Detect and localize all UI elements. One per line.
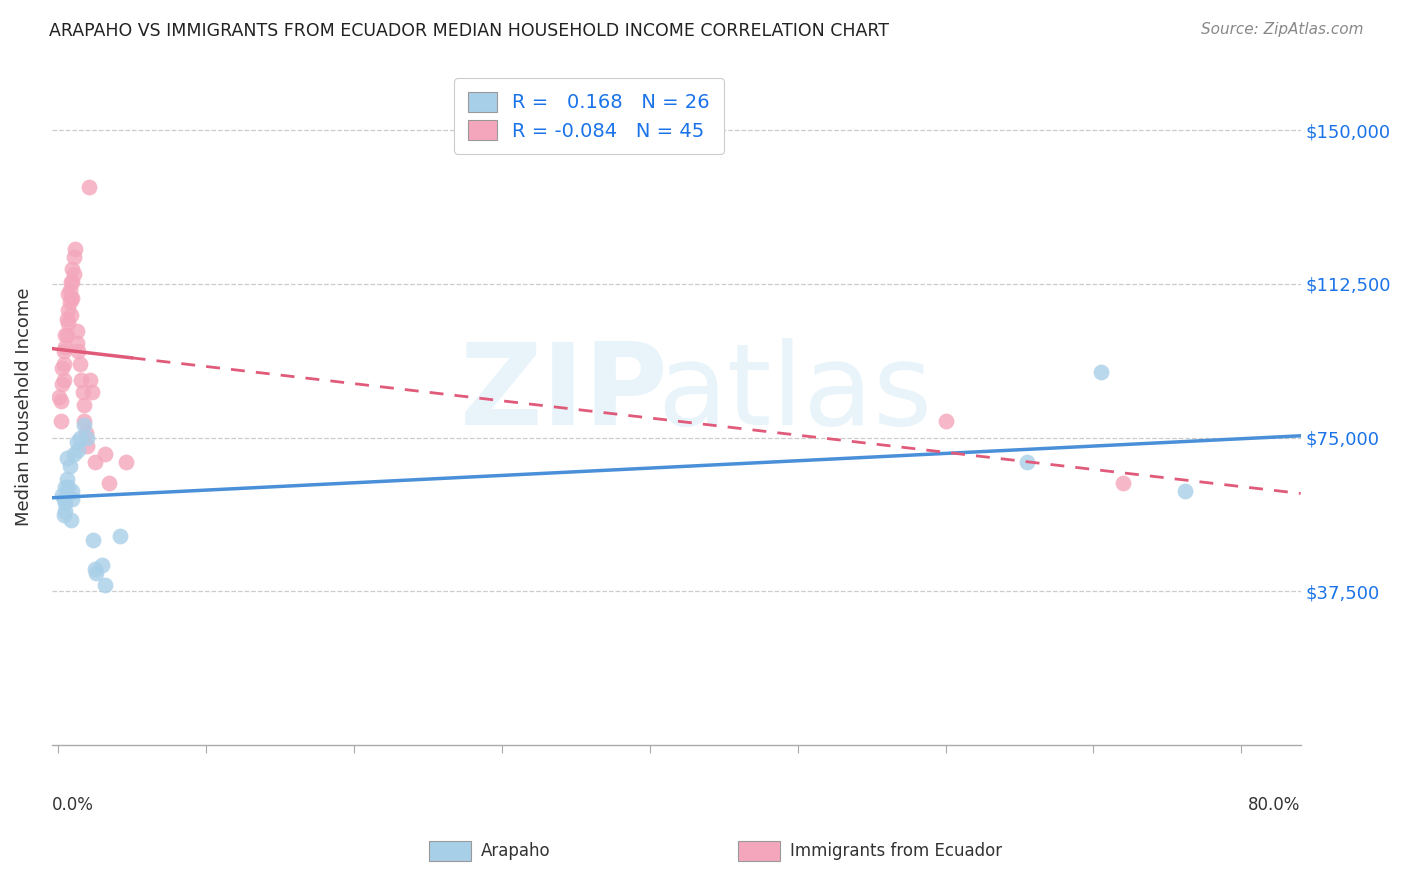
- Point: [66, 336, 89, 351]
- Point: [53, 480, 76, 494]
- Point: [55, 328, 77, 343]
- Point: [51, 360, 73, 375]
- Point: [55, 311, 77, 326]
- Point: [77, 180, 100, 194]
- Point: [75, 426, 97, 441]
- Text: Source: ZipAtlas.com: Source: ZipAtlas.com: [1201, 22, 1364, 37]
- Point: [48, 390, 70, 404]
- Point: [69, 357, 91, 371]
- Point: [56, 316, 79, 330]
- Text: ARAPAHO VS IMMIGRANTS FROM ECUADOR MEDIAN HOUSEHOLD INCOME CORRELATION CHART: ARAPAHO VS IMMIGRANTS FROM ECUADOR MEDIA…: [49, 22, 889, 40]
- Point: [51, 488, 73, 502]
- Point: [67, 344, 90, 359]
- Point: [62, 262, 84, 277]
- Point: [70, 373, 93, 387]
- Y-axis label: Median Household Income: Median Household Income: [15, 287, 32, 526]
- Point: [67, 442, 90, 457]
- Point: [51, 377, 73, 392]
- Point: [1090, 365, 1112, 379]
- Point: [114, 455, 136, 469]
- Point: [52, 357, 75, 371]
- Point: [66, 434, 89, 449]
- Point: [62, 483, 84, 498]
- Point: [82, 533, 104, 547]
- Point: [55, 450, 77, 465]
- Point: [73, 398, 96, 412]
- Point: [76, 431, 98, 445]
- Point: [59, 275, 82, 289]
- Point: [53, 496, 76, 510]
- Point: [79, 373, 101, 387]
- Text: Immigrants from Ecuador: Immigrants from Ecuador: [790, 842, 1002, 860]
- Point: [52, 508, 75, 523]
- Text: Arapaho: Arapaho: [481, 842, 551, 860]
- Point: [83, 455, 105, 469]
- Point: [52, 373, 75, 387]
- Point: [62, 491, 84, 506]
- Text: ZIP: ZIP: [460, 338, 668, 449]
- Point: [108, 529, 131, 543]
- Point: [59, 308, 82, 322]
- Text: 0.0%: 0.0%: [52, 796, 94, 814]
- Point: [49, 414, 72, 428]
- Point: [83, 562, 105, 576]
- Point: [62, 275, 84, 289]
- Point: [53, 504, 76, 518]
- Point: [59, 512, 82, 526]
- Point: [1174, 483, 1197, 498]
- Point: [1015, 455, 1038, 469]
- Point: [56, 303, 79, 318]
- Point: [53, 340, 76, 354]
- Point: [91, 558, 114, 572]
- Point: [56, 287, 79, 301]
- Point: [49, 393, 72, 408]
- Point: [63, 267, 86, 281]
- Point: [66, 324, 89, 338]
- Point: [58, 459, 80, 474]
- Point: [934, 414, 956, 428]
- Point: [55, 471, 77, 485]
- Point: [80, 385, 103, 400]
- Point: [62, 291, 84, 305]
- Text: 80.0%: 80.0%: [1249, 796, 1301, 814]
- Point: [59, 291, 82, 305]
- Point: [65, 242, 87, 256]
- Point: [58, 295, 80, 310]
- Point: [63, 447, 86, 461]
- Point: [94, 578, 117, 592]
- Point: [1112, 475, 1135, 490]
- Point: [52, 344, 75, 359]
- Point: [69, 431, 91, 445]
- Text: atlas: atlas: [657, 338, 932, 449]
- Legend: R =   0.168   N = 26, R = -0.084   N = 45: R = 0.168 N = 26, R = -0.084 N = 45: [454, 78, 724, 154]
- Point: [76, 439, 98, 453]
- Point: [53, 328, 76, 343]
- Point: [84, 566, 107, 580]
- Point: [98, 475, 121, 490]
- Point: [58, 283, 80, 297]
- Point: [73, 418, 96, 433]
- Point: [56, 480, 79, 494]
- Point: [63, 250, 86, 264]
- Point: [72, 385, 94, 400]
- Point: [52, 491, 75, 506]
- Point: [73, 414, 96, 428]
- Point: [94, 447, 117, 461]
